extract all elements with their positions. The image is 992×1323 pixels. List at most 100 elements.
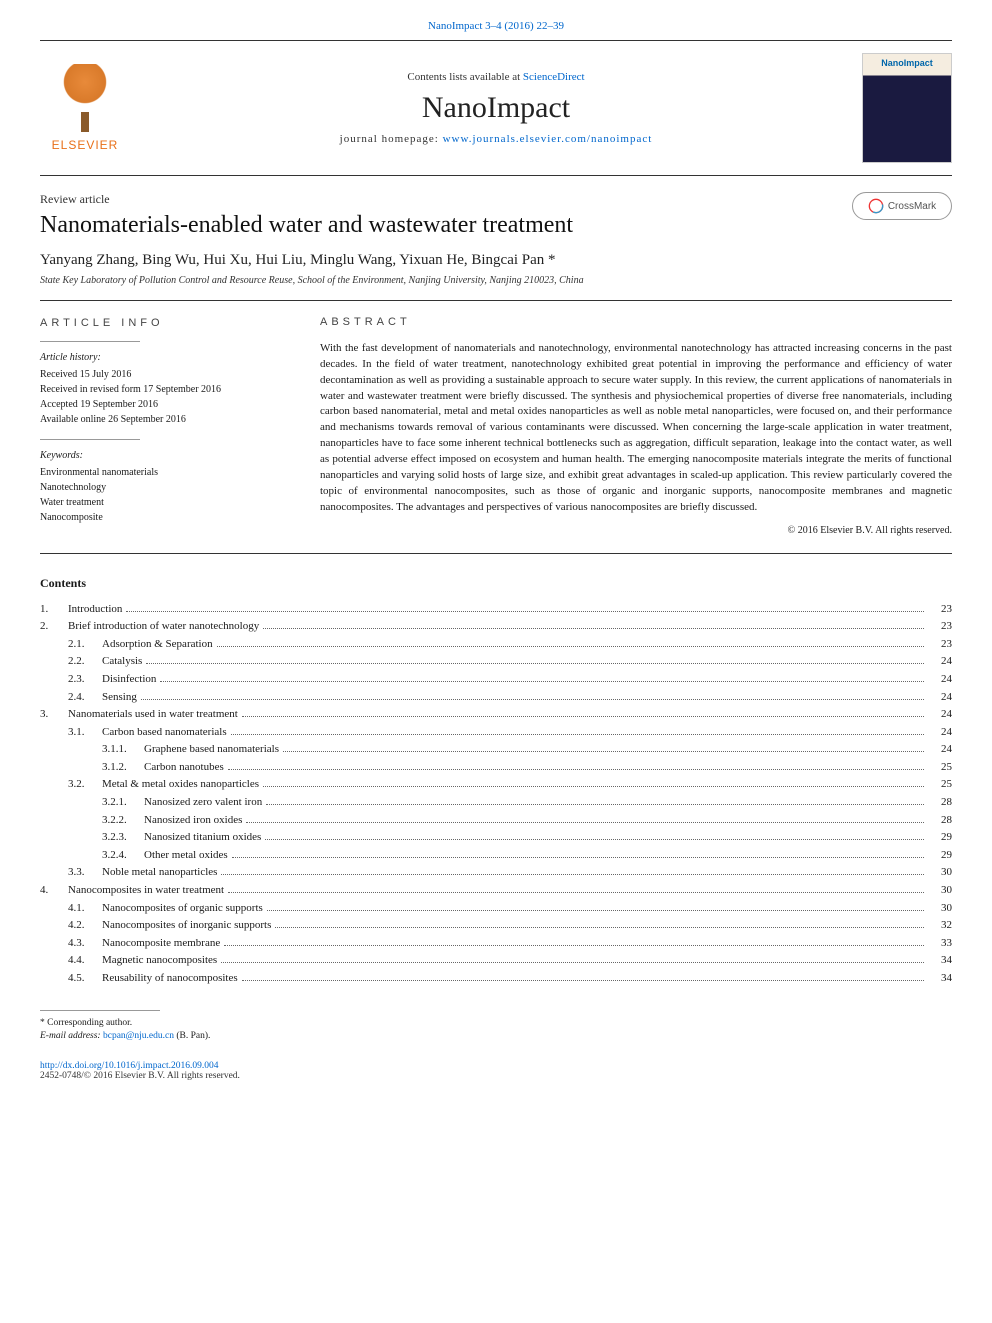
toc-page: 23 <box>928 618 952 636</box>
toc-number: 4. <box>40 882 68 900</box>
masthead: ELSEVIER Contents lists available at Sci… <box>40 40 952 176</box>
email-label: E-mail address: <box>40 1031 101 1041</box>
article-info-heading: ARTICLE INFO <box>40 315 290 332</box>
toc-title: Nanocomposites of organic supports <box>102 900 263 918</box>
masthead-center: Contents lists available at ScienceDirec… <box>130 71 862 145</box>
toc-row[interactable]: 4.Nanocomposites in water treatment30 <box>40 882 952 900</box>
toc-title: Graphene based nanomaterials <box>144 741 279 759</box>
toc-leaders <box>228 884 924 893</box>
toc-title: Sensing <box>102 689 137 707</box>
toc-row[interactable]: 3.1.1.Graphene based nanomaterials24 <box>40 741 952 759</box>
toc-row[interactable]: 3.2.3.Nanosized titanium oxides29 <box>40 829 952 847</box>
toc-page: 24 <box>928 671 952 689</box>
toc-row[interactable]: 1.Introduction23 <box>40 601 952 619</box>
toc-title: Brief introduction of water nanotechnolo… <box>68 618 259 636</box>
journal-cover-label: NanoImpact <box>881 58 933 68</box>
toc-row[interactable]: 3.1.2.Carbon nanotubes25 <box>40 759 952 777</box>
toc-page: 23 <box>928 636 952 654</box>
abstract-column: ABSTRACT With the fast development of na… <box>320 315 952 539</box>
keyword: Water treatment <box>40 495 290 510</box>
corresponding-author-note: * Corresponding author. <box>40 1017 952 1030</box>
toc-title: Noble metal nanoparticles <box>102 864 217 882</box>
crossmark-label: CrossMark <box>888 201 936 212</box>
toc-leaders <box>242 972 924 981</box>
toc-page: 28 <box>928 794 952 812</box>
toc-row[interactable]: 4.1.Nanocomposites of organic supports30 <box>40 900 952 918</box>
abstract-copyright: © 2016 Elsevier B.V. All rights reserved… <box>320 524 952 539</box>
running-head-link[interactable]: NanoImpact 3–4 (2016) 22–39 <box>428 20 564 32</box>
toc-page: 24 <box>928 653 952 671</box>
toc-page: 30 <box>928 900 952 918</box>
authors: Yanyang Zhang, Bing Wu, Hui Xu, Hui Liu,… <box>40 252 952 269</box>
toc-leaders <box>224 937 924 946</box>
toc-row[interactable]: 3.Nanomaterials used in water treatment2… <box>40 706 952 724</box>
toc-page: 32 <box>928 917 952 935</box>
toc-title: Nanosized zero valent iron <box>144 794 262 812</box>
keyword: Nanocomposite <box>40 510 290 525</box>
info-rule-1 <box>40 341 140 342</box>
toc-leaders <box>242 708 924 717</box>
doi-link[interactable]: http://dx.doi.org/10.1016/j.impact.2016.… <box>40 1061 218 1071</box>
toc-number: 3.2.2. <box>102 812 144 830</box>
contents-available-line: Contents lists available at ScienceDirec… <box>130 71 862 83</box>
toc-title: Reusability of nanocomposites <box>102 970 238 988</box>
toc-row[interactable]: 4.2.Nanocomposites of inorganic supports… <box>40 917 952 935</box>
toc-page: 24 <box>928 724 952 742</box>
toc-leaders <box>221 955 924 964</box>
info-rule-2 <box>40 439 140 440</box>
toc-number: 2.2. <box>68 653 102 671</box>
toc-number: 3.2.1. <box>102 794 144 812</box>
toc-row[interactable]: 2.2.Catalysis 24 <box>40 653 952 671</box>
toc-number: 4.3. <box>68 935 102 953</box>
toc-row[interactable]: 2.3.Disinfection24 <box>40 671 952 689</box>
toc-row[interactable]: 2.Brief introduction of water nanotechno… <box>40 618 952 636</box>
keywords-block: Keywords: Environmental nanomaterials Na… <box>40 448 290 525</box>
toc-title: Nanocomposites of inorganic supports <box>102 917 271 935</box>
toc-row[interactable]: 3.3.Noble metal nanoparticles30 <box>40 864 952 882</box>
keywords-label: Keywords: <box>40 448 290 463</box>
crossmark-badge[interactable]: CrossMark <box>852 192 952 220</box>
doi-block: http://dx.doi.org/10.1016/j.impact.2016.… <box>40 1061 952 1081</box>
contents-prefix: Contents lists available at <box>407 71 522 83</box>
sciencedirect-link[interactable]: ScienceDirect <box>523 71 585 83</box>
article-type: Review article <box>40 192 573 207</box>
toc-row[interactable]: 4.3.Nanocomposite membrane33 <box>40 935 952 953</box>
journal-homepage-line: journal homepage: www.journals.elsevier.… <box>130 133 862 145</box>
toc-row[interactable]: 3.2.2.Nanosized iron oxides28 <box>40 812 952 830</box>
toc-row[interactable]: 4.4.Magnetic nanocomposites34 <box>40 952 952 970</box>
toc-row[interactable]: 4.5.Reusability of nanocomposites34 <box>40 970 952 988</box>
toc-row[interactable]: 3.2.Metal & metal oxides nanoparticles25 <box>40 776 952 794</box>
toc-row[interactable]: 3.2.4.Other metal oxides29 <box>40 847 952 865</box>
contents-heading: Contents <box>40 576 952 591</box>
toc-row[interactable]: 2.4.Sensing24 <box>40 689 952 707</box>
homepage-link[interactable]: www.journals.elsevier.com/nanoimpact <box>443 133 653 145</box>
history-line: Available online 26 September 2016 <box>40 412 290 427</box>
toc-number: 3.2.3. <box>102 829 144 847</box>
keyword: Environmental nanomaterials <box>40 465 290 480</box>
history-line: Received in revised form 17 September 20… <box>40 382 290 397</box>
toc-page: 30 <box>928 882 952 900</box>
toc-number: 3. <box>40 706 68 724</box>
toc-page: 28 <box>928 812 952 830</box>
elsevier-tree-icon <box>55 64 115 124</box>
publisher-name: ELSEVIER <box>52 138 119 152</box>
toc-title: Catalysis <box>102 653 142 671</box>
email-link[interactable]: bcpan@nju.edu.cn <box>103 1031 174 1041</box>
toc-number: 4.2. <box>68 917 102 935</box>
toc-page: 25 <box>928 776 952 794</box>
toc-title: Nanomaterials used in water treatment <box>68 706 238 724</box>
toc-row[interactable]: 2.1.Adsorption & Separation23 <box>40 636 952 654</box>
toc-page: 29 <box>928 847 952 865</box>
running-head: NanoImpact 3–4 (2016) 22–39 <box>40 20 952 32</box>
toc-leaders <box>275 919 924 928</box>
article-title: Nanomaterials-enabled water and wastewat… <box>40 211 573 240</box>
journal-title: NanoImpact <box>130 91 862 125</box>
toc-row[interactable]: 3.2.1.Nanosized zero valent iron 28 <box>40 794 952 812</box>
abstract-text: With the fast development of nanomateria… <box>320 341 952 516</box>
toc-leaders <box>266 796 924 805</box>
article-header-left: Review article Nanomaterials-enabled wat… <box>40 192 573 252</box>
toc-row[interactable]: 3.1.Carbon based nanomaterials24 <box>40 724 952 742</box>
toc-page: 34 <box>928 970 952 988</box>
article-history-block: Article history: Received 15 July 2016 R… <box>40 350 290 427</box>
email-line: E-mail address: bcpan@nju.edu.cn (B. Pan… <box>40 1030 952 1043</box>
